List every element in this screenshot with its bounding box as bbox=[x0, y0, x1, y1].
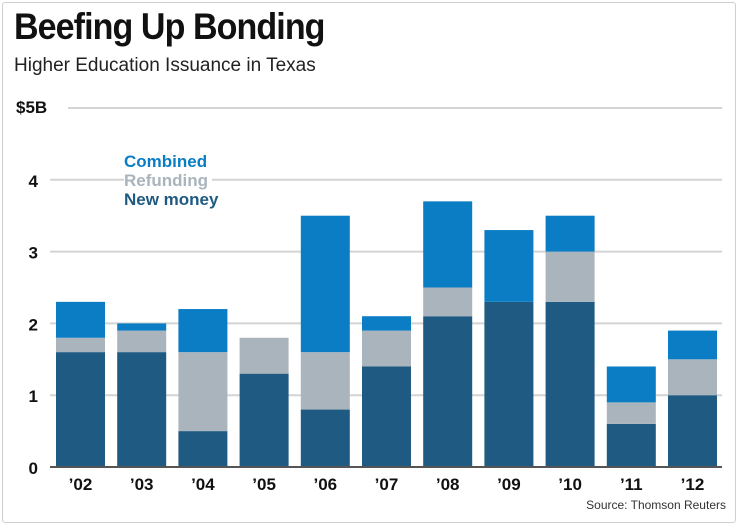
bar-new-money bbox=[300, 409, 350, 467]
x-tick-label: ’06 bbox=[313, 475, 337, 494]
bar-new-money bbox=[117, 352, 167, 467]
bar-combined bbox=[300, 215, 350, 353]
x-tick-label: ’12 bbox=[681, 475, 705, 494]
bar-new-money bbox=[668, 395, 717, 467]
x-tick-label: ’11 bbox=[620, 475, 643, 494]
x-tick-label: ’08 bbox=[436, 475, 460, 494]
x-tick-label: ’02 bbox=[69, 475, 93, 494]
chart-title: Beefing Up Bonding bbox=[14, 6, 325, 47]
bar-combined bbox=[178, 309, 228, 353]
bar-refunding bbox=[362, 330, 411, 367]
bar-combined bbox=[56, 301, 105, 338]
bar-combined bbox=[362, 316, 411, 331]
bar-combined bbox=[117, 323, 167, 331]
bar-new-money bbox=[606, 423, 656, 467]
y-axis-unit-label: $5B bbox=[16, 98, 48, 117]
legend-combined: Combined bbox=[124, 152, 212, 171]
bar-combined bbox=[423, 201, 473, 288]
legend: Combined Refunding New money bbox=[124, 152, 223, 209]
bar-refunding bbox=[423, 287, 473, 317]
y-tick-label: 2 bbox=[29, 315, 38, 334]
bar-refunding bbox=[606, 402, 656, 424]
bar-new-money bbox=[545, 301, 595, 467]
x-tick-label: ’03 bbox=[130, 475, 154, 494]
chart-subtitle: Higher Education Issuance in Texas bbox=[14, 55, 316, 76]
bar-refunding bbox=[545, 251, 595, 302]
bar-new-money bbox=[56, 352, 105, 467]
bar-new-money bbox=[239, 373, 289, 467]
x-tick-label: ’05 bbox=[252, 475, 276, 494]
bar-refunding bbox=[56, 337, 105, 353]
bar-new-money bbox=[484, 301, 534, 467]
bar-refunding bbox=[300, 352, 350, 410]
bar-combined bbox=[545, 215, 595, 252]
y-tick-label: 1 bbox=[29, 387, 38, 406]
bar-refunding bbox=[239, 337, 289, 374]
x-tick-label: ’09 bbox=[497, 475, 521, 494]
x-tick-label: ’10 bbox=[558, 475, 582, 494]
x-tick-label: ’07 bbox=[375, 475, 399, 494]
y-tick-label: 4 bbox=[29, 172, 39, 191]
x-tick-label: ’04 bbox=[191, 475, 215, 494]
source-note: Source: Thomson Reuters bbox=[586, 498, 726, 512]
legend-new-money: New money bbox=[124, 190, 223, 209]
bar-new-money bbox=[178, 431, 228, 467]
bar-refunding bbox=[178, 352, 228, 432]
bar-combined bbox=[668, 330, 717, 360]
bar-new-money bbox=[423, 316, 473, 467]
y-tick-label: 3 bbox=[29, 244, 38, 263]
bar-combined bbox=[606, 366, 656, 403]
bar-new-money bbox=[362, 366, 411, 467]
legend-refunding: Refunding bbox=[124, 171, 213, 190]
y-tick-label: 0 bbox=[29, 459, 38, 478]
bar-combined bbox=[484, 230, 534, 302]
bar-refunding bbox=[668, 359, 717, 396]
bar-refunding bbox=[117, 330, 167, 353]
